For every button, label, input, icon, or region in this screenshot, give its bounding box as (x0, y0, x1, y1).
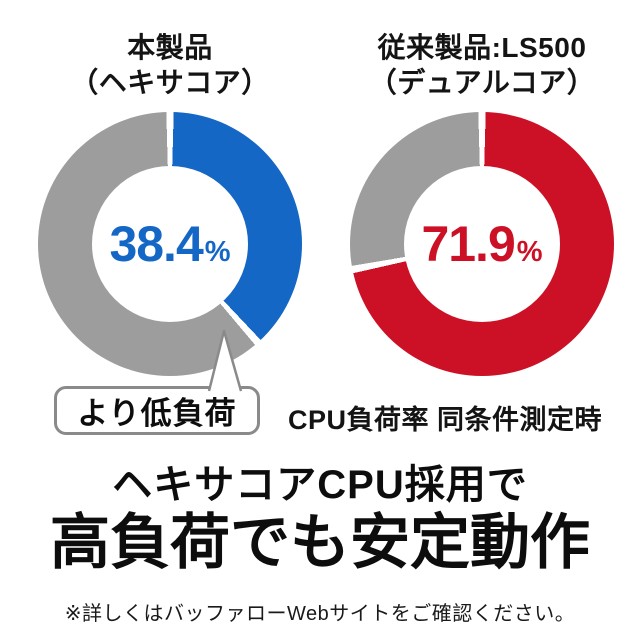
chart-title-this-product-line1: 本製品 (127, 32, 213, 63)
chart-title-conventional: 従来製品:LS500 （デュアルコア） (352, 30, 612, 100)
donut-chart-this-product: 38.4% (38, 112, 302, 376)
percent-sign: % (204, 235, 231, 268)
heading-line2: 高負荷でも安定動作 (50, 509, 590, 576)
footnote: ※詳しくはバッファローWebサイトをご確認ください。 (64, 603, 576, 625)
callout-label: より低負荷 (77, 396, 237, 431)
donut-value-conventional: 71.9% (350, 112, 614, 376)
donut-hole (404, 166, 560, 322)
donut-chart-conventional: 71.9% (350, 112, 614, 376)
percent-sign: % (516, 235, 543, 268)
donut-hole (92, 166, 248, 322)
percent-number: 71.9 (421, 216, 515, 272)
chart-title-conventional-line1: 従来製品:LS500 (377, 32, 587, 63)
measurement-caption: CPU負荷率 同条件測定時 (288, 405, 603, 435)
percent-number: 38.4 (109, 216, 203, 272)
chart-title-this-product-line2: （ヘキサコア） (70, 67, 270, 98)
heading-line1: ヘキサコアCPU採用で (112, 463, 528, 507)
donut-value-this-product: 38.4% (38, 112, 302, 376)
chart-title-this-product: 本製品 （ヘキサコア） (40, 30, 300, 100)
chart-title-conventional-line2: （デュアルコア） (368, 67, 596, 98)
callout-lower-load: より低負荷 (54, 386, 260, 435)
